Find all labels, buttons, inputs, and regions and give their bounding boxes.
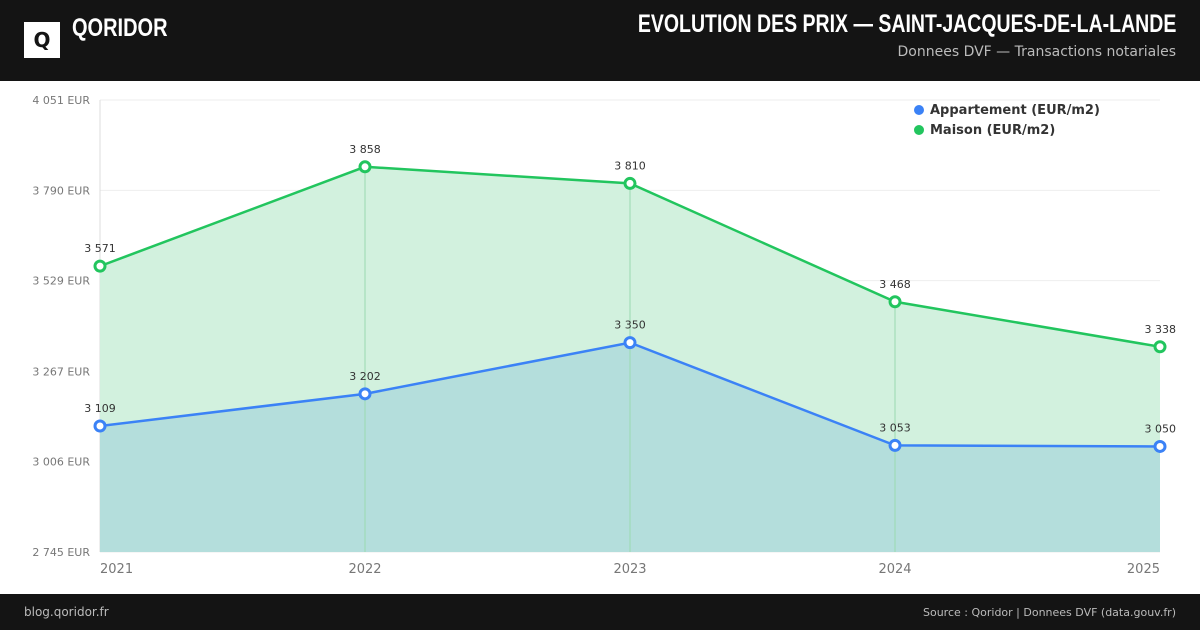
x-tick-label: 2023 — [613, 562, 646, 577]
data-point — [1153, 439, 1167, 453]
chart: 4 051 EUR 3 790 EUR 3 529 EUR 3 267 EUR 3 00… — [32, 94, 1177, 577]
data-point — [623, 176, 637, 190]
data-label: 3 053 — [879, 421, 911, 434]
y-tick-label: 3 790 EUR — [32, 184, 90, 197]
y-tick-label: 4 051 EUR — [32, 94, 90, 107]
brand-name: QORIDOR — [72, 14, 168, 42]
legend-label: Maison (EUR/m2) — [930, 122, 1056, 138]
data-point — [1153, 340, 1167, 354]
data-label: 3 468 — [879, 278, 911, 291]
x-tick-label: 2024 — [878, 562, 911, 577]
footer-link[interactable]: blog.qoridor.fr — [24, 605, 109, 619]
legend-label: Appartement (EUR/m2) — [930, 102, 1100, 118]
y-tick-label: 2 745 EUR — [32, 546, 90, 559]
logo: Q — [24, 22, 60, 58]
data-point — [888, 438, 902, 452]
footer: blog.qoridor.fr Source : Qoridor | Donne… — [0, 594, 1200, 630]
data-label: 3 338 — [1145, 323, 1177, 336]
header: Q QORIDOR EVOLUTION DES PRIX — SAINT-JAC… — [0, 0, 1200, 81]
y-tick-label: 3 267 EUR — [32, 365, 90, 378]
legend-item-appartement: Appartement (EUR/m2) — [914, 100, 1100, 120]
data-label: 3 571 — [84, 242, 116, 255]
data-point — [888, 295, 902, 309]
data-point — [358, 160, 372, 174]
data-point — [623, 336, 637, 350]
legend: Appartement (EUR/m2) Maison (EUR/m2) — [914, 100, 1100, 140]
data-point — [358, 387, 372, 401]
x-tick-label: 2022 — [348, 562, 381, 577]
legend-item-maison: Maison (EUR/m2) — [914, 120, 1100, 140]
page-title: EVOLUTION DES PRIX — SAINT-JACQUES-DE-LA… — [637, 10, 1176, 38]
data-label: 3 858 — [349, 143, 381, 156]
data-label: 3 350 — [614, 319, 646, 332]
data-point — [93, 259, 107, 273]
y-tick-label: 3 006 EUR — [32, 456, 90, 469]
data-label: 3 109 — [84, 402, 116, 415]
x-tick-label: 2021 — [100, 562, 133, 577]
data-label: 3 810 — [614, 159, 646, 172]
footer-source: Source : Qoridor | Donnees DVF (data.gou… — [923, 606, 1176, 619]
data-label: 3 050 — [1145, 422, 1177, 435]
page-subtitle: Donnees DVF — Transactions notariales — [897, 44, 1177, 60]
data-label: 3 202 — [349, 370, 381, 383]
y-tick-label: 3 529 EUR — [32, 275, 90, 288]
legend-dot — [914, 105, 924, 115]
legend-dot — [914, 125, 924, 135]
x-tick-label: 2025 — [1127, 562, 1160, 577]
data-point — [93, 419, 107, 433]
